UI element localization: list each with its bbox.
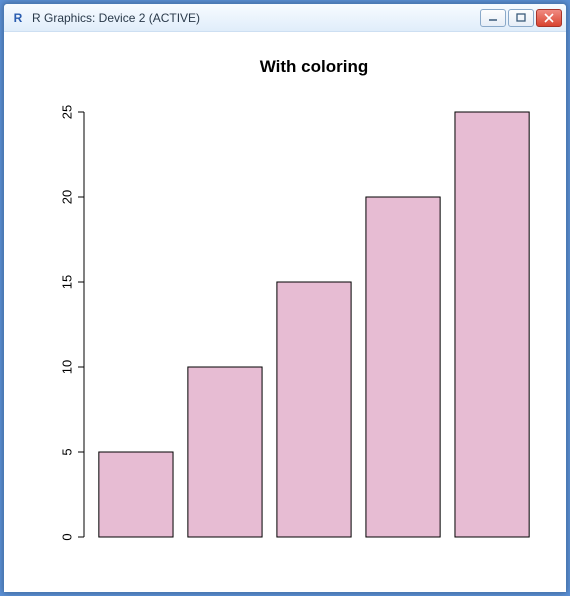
svg-text:5: 5 bbox=[59, 448, 74, 455]
minimize-button[interactable] bbox=[480, 9, 506, 27]
svg-text:15: 15 bbox=[59, 275, 74, 289]
titlebar: R R Graphics: Device 2 (ACTIVE) bbox=[4, 4, 566, 32]
svg-text:0: 0 bbox=[59, 533, 74, 540]
svg-text:With coloring: With coloring bbox=[260, 57, 368, 76]
bar-chart: With coloring 0 5 10 15 20 25 bbox=[4, 32, 566, 592]
window-buttons bbox=[480, 9, 562, 27]
window-title: R Graphics: Device 2 (ACTIVE) bbox=[32, 11, 480, 25]
maximize-button[interactable] bbox=[508, 9, 534, 27]
plot-area: With coloring 0 5 10 15 20 25 bbox=[4, 32, 566, 592]
app-window: R R Graphics: Device 2 (ACTIVE) With col… bbox=[3, 3, 567, 593]
svg-text:10: 10 bbox=[59, 360, 74, 374]
svg-text:25: 25 bbox=[59, 105, 74, 119]
svg-text:20: 20 bbox=[59, 190, 74, 204]
close-button[interactable] bbox=[536, 9, 562, 27]
app-icon-letter: R bbox=[14, 11, 23, 25]
r-app-icon: R bbox=[10, 10, 26, 26]
